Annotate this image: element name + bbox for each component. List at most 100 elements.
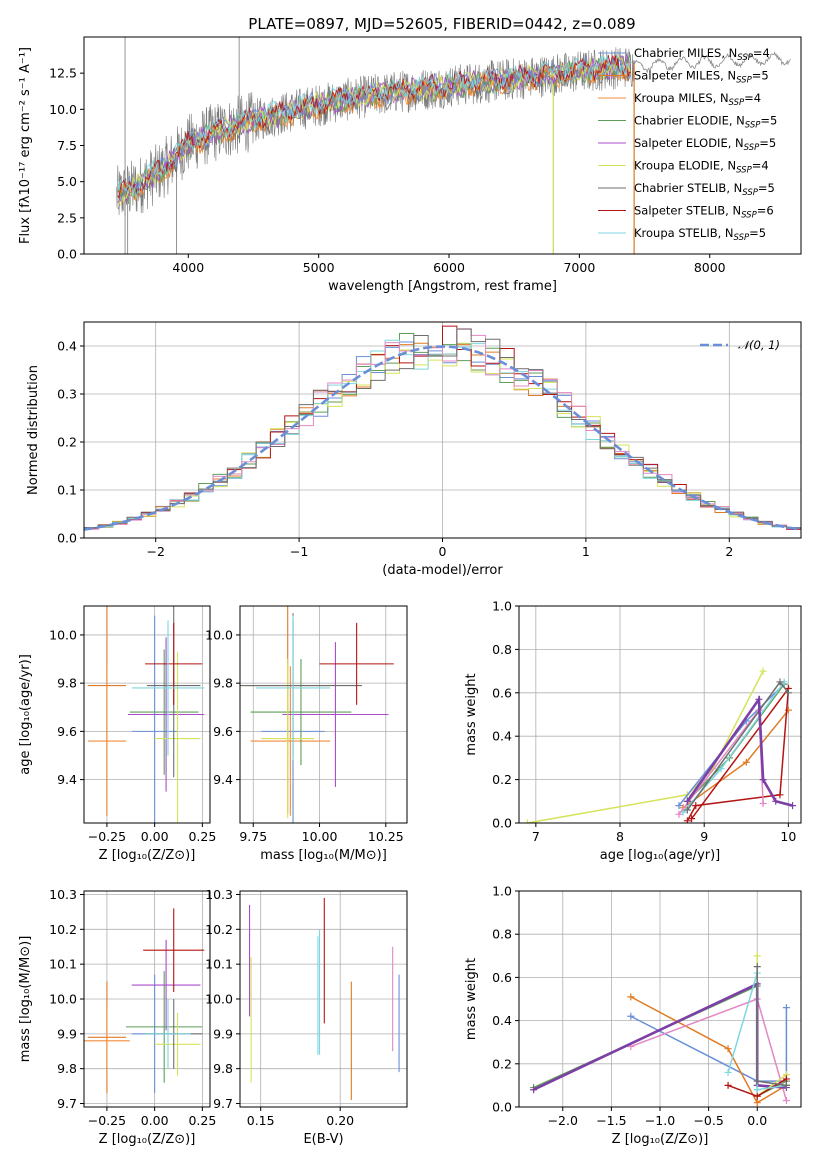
mass-weight-marker [789,802,797,810]
mass-weight-marker [759,799,767,807]
x-tick-label: −1 [290,544,308,559]
x-tick-label: 8 [616,829,624,844]
mass-weight-marker [753,963,761,971]
y-tick-label: 9.9 [57,1026,77,1041]
mass-weight-marker [675,810,683,818]
y-tick-label: 10.0 [49,627,77,642]
mass-weight-line [756,966,787,1087]
x-tick-label: 7 [532,829,540,844]
grid [240,891,407,1107]
mass-weight-marker [753,952,761,960]
y-tick-label: 0.1 [57,483,77,498]
y-tick-label: 0.0 [57,531,77,546]
legend-label: Kroupa MILES, NSSP=4 [634,91,761,108]
x-tick-label: 9 [700,829,708,844]
x-tick-label: 6000 [433,260,465,275]
legend-label-tail: =4 [753,46,770,60]
mass-weight-marker [782,1004,790,1012]
mass-weight-marker [692,802,700,810]
x-axis-label: wavelength [Angstrom, rest frame] [328,279,557,294]
legend-label-sub: SSP [741,211,757,221]
legend-label-main: Chabrier STELIB, N [634,181,742,195]
y-tick-label: 0.4 [492,1013,512,1028]
weight-vs-metallicity-panel: −2.0 −1.5 −1.0 −0.5 0.0 0.0 0.2 0.4 0.6 0.8 1.0 Z [… [464,884,802,1147]
x-tick-label: −0.25 [88,829,126,844]
x-tick-label: 4000 [172,260,204,275]
y-tick-label: 0.6 [492,685,512,700]
y-tick-label: 9.7 [57,1096,77,1111]
y-tick-label: 9.8 [57,676,77,691]
mass-weight-marker [523,819,531,823]
plot-area [248,897,400,1101]
residual-histogram-step [84,328,801,530]
legend-label-sub: SSP [729,98,745,108]
gaussian-legend-label: 𝒩(0, 1) [738,338,780,352]
y-tick-label: 9.8 [213,1061,233,1076]
legend-label-tail: =6 [757,204,774,218]
x-tick-label: 2 [725,544,733,559]
x-axis-label: mass [log₁₀(M/M⊙)] [260,848,387,863]
y-tick-label: 1.0 [492,599,512,614]
legend-label-main: Chabrier ELODIE, N [634,114,745,128]
mass-weight-marker [772,797,780,805]
y-tick-label: 9.7 [213,1096,233,1111]
x-axis-label: Z [log₁₀(Z/Z⊙)] [99,1132,196,1147]
plot-area [84,908,205,1094]
x-tick-label: 5000 [303,260,335,275]
y-tick-label: 9.4 [213,772,233,787]
x-tick-label: 0.25 [188,829,216,844]
mass-vs-ebv-panel: 0.15 0.20 9.7 9.8 9.9 10.0 10.1 10.2 10.3 E(B-V) [205,887,408,1147]
y-axis-label: mass [log₁₀(M/M⊙)] [18,936,33,1063]
x-tick-label: 8000 [694,260,726,275]
x-tick-label: 0.00 [141,829,169,844]
mass-weight-marker [759,776,767,784]
axes-frame [518,605,802,824]
x-tick-label: 0.20 [326,1113,354,1128]
legend-label-sub: SSP [744,143,760,153]
legend-label: Chabrier STELIB, NSSP=5 [634,181,775,198]
mass-weight-marker [753,1099,761,1107]
x-tick-label: 0 [439,544,447,559]
y-tick-label: 0.4 [492,729,512,744]
mass-weight-marker [675,802,683,810]
legend-label-sub: SSP [742,188,758,198]
mass-weight-marker [753,1077,761,1085]
y-tick-label: 10.0 [205,627,233,642]
mass-weight-marker [724,1081,732,1089]
legend-label: Chabrier ELODIE, NSSP=5 [634,114,777,131]
mass-weight-marker [688,815,696,823]
legend-label-main: Salpeter ELODIE, N [634,136,744,150]
x-axis-label: Z [log₁₀(Z/Z⊙)] [612,1132,709,1147]
mass-weight-marker [627,1012,635,1020]
mass-weight-marker [742,758,750,766]
legend-label-tail: =5 [758,181,775,195]
model-fit-line [117,54,632,201]
mass-weight-marker [782,1081,790,1089]
legend-label-tail: =4 [744,91,761,105]
mass-vs-metallicity-panel: −0.25 0.00 0.25 9.7 9.8 9.9 10.0 10.1 10.2 10.3 Z … [18,887,216,1147]
y-tick-label: 0.0 [492,1100,512,1115]
y-tick-label: 0.0 [57,247,77,262]
y-tick-label: 10.0 [205,992,233,1007]
mass-weight-marker [753,1086,761,1094]
legend-label-main: Kroupa STELIB, N [634,226,734,240]
mass-weight-marker [530,1086,538,1094]
legend-label-tail: =5 [759,136,776,150]
observed-spectrum-line [116,47,635,217]
x-tick-label: −0.25 [88,1113,126,1128]
y-tick-label: 10.0 [49,992,77,1007]
x-tick-label: 10.00 [302,829,338,844]
y-tick-label: 0.0 [492,816,512,831]
residual-histogram-panel: −2 −1 0 1 2 0.0 0.1 0.2 0.3 0.4 (data-model)/error… [26,321,802,578]
legend-label-tail: =5 [760,114,777,128]
mass-weight-marker [724,1045,732,1053]
legend-label-main: Salpeter STELIB, N [634,204,741,218]
y-axis-label: mass weight [464,673,479,755]
weight-vs-age-panel: 7 8 9 10 0.0 0.2 0.4 0.6 0.8 1.0 age [log₁₀(age/yr… [464,599,802,863]
legend-label: Chabrier MILES, NSSP=4 [634,46,770,63]
frame [518,605,802,824]
y-tick-label: 2.5 [57,210,77,225]
model-fit-line [117,55,632,199]
